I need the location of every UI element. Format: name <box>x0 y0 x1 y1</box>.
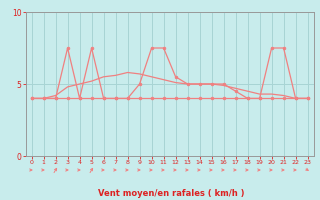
Text: Vent moyen/en rafales ( km/h ): Vent moyen/en rafales ( km/h ) <box>98 189 244 198</box>
